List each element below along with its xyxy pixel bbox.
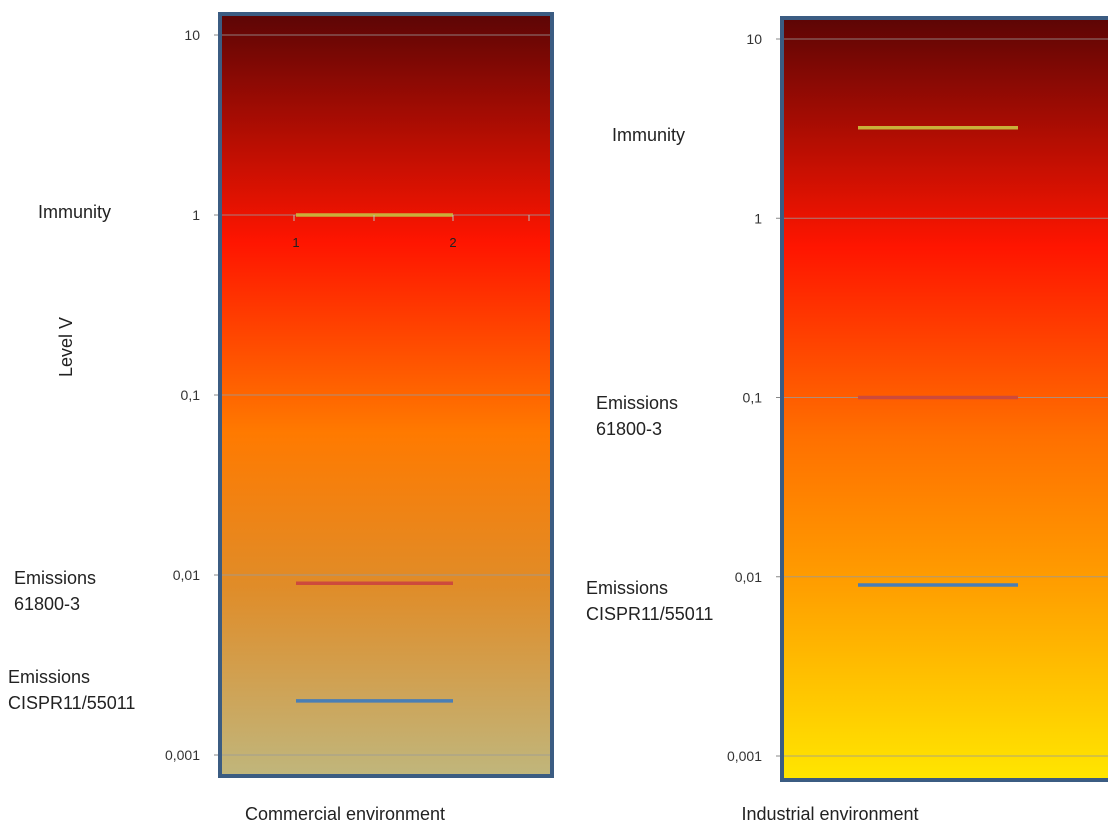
y-axis-label: Level V: [56, 317, 76, 377]
plot-area-border: [218, 12, 554, 778]
x-axis-label: Industrial environment: [741, 804, 918, 824]
chart-panel-1: 0,001 0,01 0,1 1 10 Immunity Emissions 61800-3 E…: [586, 16, 1108, 824]
y-tick-label: 10: [184, 27, 200, 43]
y-tick-label: 1: [192, 207, 200, 223]
level-label: Immunity: [612, 125, 685, 145]
y-tick-label: 0,1: [181, 387, 201, 403]
level-label: Immunity: [38, 202, 111, 222]
y-tick-label: 10: [746, 31, 762, 47]
y-tick-label: 0,001: [165, 747, 200, 763]
level-label: Emissions CISPR11/55011: [8, 667, 135, 713]
y-tick-label: 0,01: [173, 567, 200, 583]
x-tick-label: 2: [449, 235, 456, 250]
y-tick-label: 0,01: [735, 569, 762, 585]
level-label: Emissions 61800-3: [14, 568, 96, 614]
chart-panel-0: 0,001 0,01 0,1 1 10 Immunity Emissions 61800-3 E…: [8, 12, 554, 824]
plot-area-border: [780, 16, 1108, 782]
x-axis-label: Commercial environment: [245, 804, 445, 824]
y-tick-label: 0,001: [727, 748, 762, 764]
y-tick-label: 0,1: [743, 390, 763, 406]
y-tick-label: 1: [754, 210, 762, 226]
level-label: Emissions CISPR11/55011: [586, 578, 713, 624]
x-tick-label: 1: [292, 235, 299, 250]
level-label: Emissions 61800-3: [596, 393, 678, 439]
